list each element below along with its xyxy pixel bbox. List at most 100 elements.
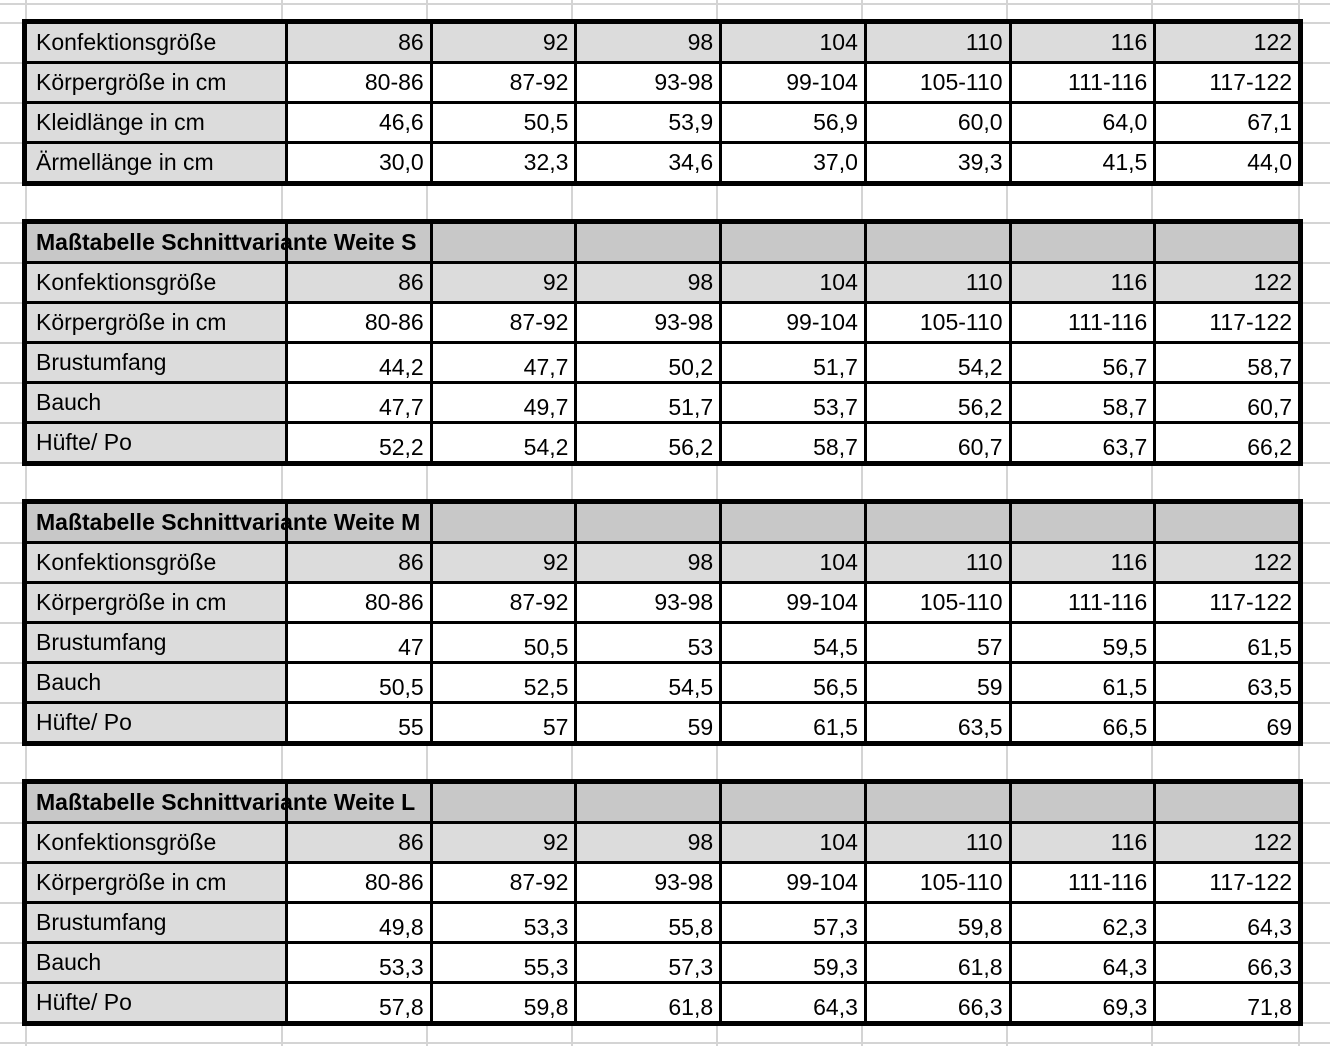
value-cell[interactable]: 104 xyxy=(719,264,864,301)
value-cell[interactable]: 52,5 xyxy=(429,664,575,701)
row-label-cell[interactable]: Kleidlänge in cm xyxy=(27,104,285,141)
row-label-cell[interactable]: Hüfte/ Po xyxy=(27,704,285,741)
value-cell[interactable]: 58,7 xyxy=(719,424,864,461)
value-cell[interactable]: 63,5 xyxy=(1153,664,1299,701)
value-cell[interactable]: 66,2 xyxy=(1153,424,1299,461)
value-cell[interactable]: 44,0 xyxy=(1153,144,1299,181)
value-cell[interactable]: 87-92 xyxy=(429,304,575,341)
value-cell[interactable]: 122 xyxy=(1153,544,1299,581)
value-cell[interactable]: 92 xyxy=(429,24,575,61)
row-label-cell[interactable]: Körpergröße in cm xyxy=(27,304,285,341)
row-label-cell[interactable]: Ärmellänge in cm xyxy=(27,144,285,181)
value-cell[interactable]: 87-92 xyxy=(429,584,575,621)
value-cell[interactable]: 57,3 xyxy=(719,904,864,941)
title-cell[interactable] xyxy=(719,504,864,541)
value-cell[interactable]: 55 xyxy=(285,704,430,741)
value-cell[interactable]: 39,3 xyxy=(863,144,1009,181)
value-cell[interactable]: 53 xyxy=(574,624,720,661)
value-cell[interactable]: 56,7 xyxy=(1008,344,1154,381)
row-label-cell[interactable]: Brustumfang xyxy=(27,904,285,941)
value-cell[interactable]: 41,5 xyxy=(1008,144,1154,181)
value-cell[interactable]: 93-98 xyxy=(574,64,720,101)
value-cell[interactable]: 57 xyxy=(429,704,575,741)
title-cell[interactable] xyxy=(574,224,719,261)
value-cell[interactable]: 111-116 xyxy=(1008,64,1154,101)
value-cell[interactable]: 86 xyxy=(285,24,430,61)
value-cell[interactable]: 50,2 xyxy=(574,344,720,381)
value-cell[interactable]: 47 xyxy=(285,624,430,661)
value-cell[interactable]: 61,5 xyxy=(1153,624,1299,661)
value-cell[interactable]: 87-92 xyxy=(429,64,575,101)
value-cell[interactable]: 57 xyxy=(863,624,1009,661)
value-cell[interactable]: 55,8 xyxy=(574,904,720,941)
value-cell[interactable]: 64,3 xyxy=(1153,904,1299,941)
value-cell[interactable]: 54,2 xyxy=(429,424,575,461)
value-cell[interactable]: 53,3 xyxy=(429,904,575,941)
value-cell[interactable]: 56,2 xyxy=(574,424,720,461)
value-cell[interactable]: 58,7 xyxy=(1008,384,1154,421)
row-label-cell[interactable]: Brustumfang xyxy=(27,624,285,661)
value-cell[interactable]: 44,2 xyxy=(285,344,430,381)
row-label-cell[interactable]: Körpergröße in cm xyxy=(27,64,285,101)
value-cell[interactable]: 99-104 xyxy=(719,864,864,901)
value-cell[interactable]: 49,8 xyxy=(285,904,430,941)
value-cell[interactable]: 60,7 xyxy=(863,424,1009,461)
value-cell[interactable]: 47,7 xyxy=(285,384,430,421)
value-cell[interactable]: 64,3 xyxy=(1008,944,1154,981)
value-cell[interactable]: 92 xyxy=(429,264,575,301)
value-cell[interactable]: 53,9 xyxy=(574,104,720,141)
value-cell[interactable]: 71,8 xyxy=(1153,984,1299,1021)
value-cell[interactable]: 61,8 xyxy=(574,984,720,1021)
value-cell[interactable]: 47,7 xyxy=(429,344,575,381)
value-cell[interactable]: 57,8 xyxy=(285,984,430,1021)
value-cell[interactable]: 59,3 xyxy=(719,944,864,981)
value-cell[interactable]: 110 xyxy=(863,264,1009,301)
row-label-cell[interactable]: Bauch xyxy=(27,664,285,701)
value-cell[interactable]: 64,3 xyxy=(719,984,864,1021)
title-cell[interactable] xyxy=(429,504,575,541)
value-cell[interactable]: 98 xyxy=(574,24,720,61)
value-cell[interactable]: 51,7 xyxy=(574,384,720,421)
title-cell[interactable] xyxy=(719,224,864,261)
value-cell[interactable]: 61,5 xyxy=(1008,664,1154,701)
value-cell[interactable]: 105-110 xyxy=(863,864,1009,901)
title-cell[interactable] xyxy=(285,224,430,261)
title-cell[interactable] xyxy=(1153,224,1298,261)
value-cell[interactable]: 53,7 xyxy=(719,384,864,421)
value-cell[interactable]: 86 xyxy=(285,824,430,861)
value-cell[interactable]: 98 xyxy=(574,264,720,301)
title-cell[interactable] xyxy=(863,224,1009,261)
value-cell[interactable]: 93-98 xyxy=(574,864,720,901)
value-cell[interactable]: 51,7 xyxy=(719,344,864,381)
value-cell[interactable]: 56,2 xyxy=(863,384,1009,421)
value-cell[interactable]: 99-104 xyxy=(719,304,864,341)
value-cell[interactable]: 64,0 xyxy=(1008,104,1154,141)
title-cell[interactable] xyxy=(1008,504,1154,541)
row-label-cell[interactable]: Bauch xyxy=(27,944,285,981)
value-cell[interactable]: 80-86 xyxy=(285,864,430,901)
title-cell[interactable] xyxy=(574,784,719,821)
value-cell[interactable]: 69 xyxy=(1153,704,1299,741)
value-cell[interactable]: 122 xyxy=(1153,264,1299,301)
value-cell[interactable]: 99-104 xyxy=(719,64,864,101)
row-label-cell[interactable]: Konfektionsgröße xyxy=(27,24,285,61)
value-cell[interactable]: 56,5 xyxy=(719,664,864,701)
value-cell[interactable]: 86 xyxy=(285,264,430,301)
row-label-cell[interactable]: Hüfte/ Po xyxy=(27,424,285,461)
value-cell[interactable]: 32,3 xyxy=(429,144,575,181)
value-cell[interactable]: 111-116 xyxy=(1008,864,1154,901)
value-cell[interactable]: 87-92 xyxy=(429,864,575,901)
value-cell[interactable]: 30,0 xyxy=(285,144,430,181)
value-cell[interactable]: 98 xyxy=(574,544,720,581)
row-label-cell[interactable]: Konfektionsgröße xyxy=(27,824,285,861)
value-cell[interactable]: 111-116 xyxy=(1008,304,1154,341)
value-cell[interactable]: 50,5 xyxy=(429,624,575,661)
title-cell[interactable] xyxy=(719,784,864,821)
value-cell[interactable]: 80-86 xyxy=(285,64,430,101)
value-cell[interactable]: 53,3 xyxy=(285,944,430,981)
row-label-cell[interactable]: Konfektionsgröße xyxy=(27,544,285,581)
value-cell[interactable]: 50,5 xyxy=(285,664,430,701)
value-cell[interactable]: 116 xyxy=(1008,544,1154,581)
value-cell[interactable]: 122 xyxy=(1153,24,1299,61)
value-cell[interactable]: 116 xyxy=(1008,24,1154,61)
